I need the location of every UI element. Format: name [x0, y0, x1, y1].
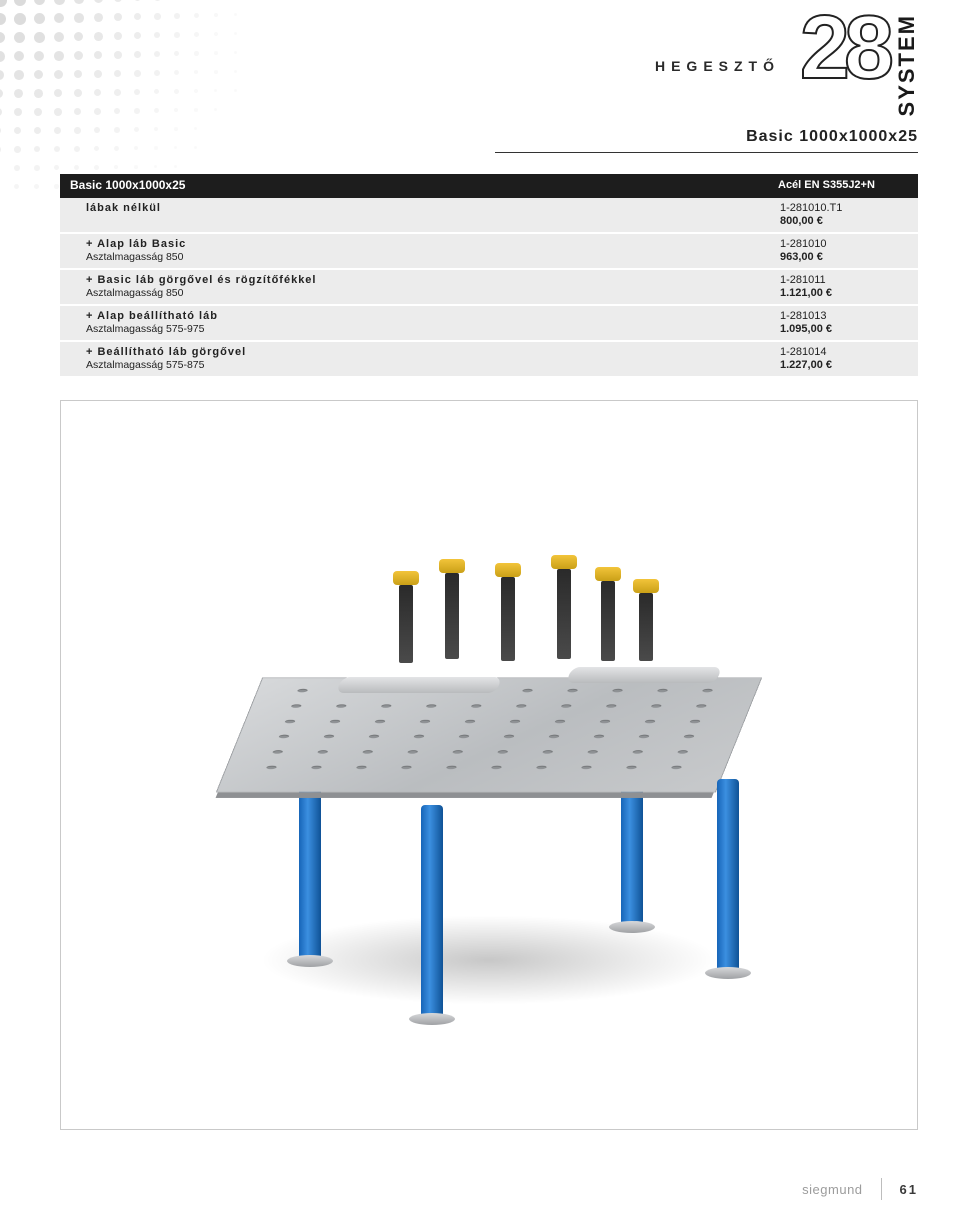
- row-code: 1-281014: [780, 346, 906, 358]
- pricing-table: Basic 1000x1000x25 Acél EN S355J2+N lába…: [60, 174, 918, 376]
- row-main: + Beállítható láb görgővel: [86, 346, 752, 358]
- row-sub: Asztalmagasság 850: [86, 287, 752, 299]
- footer-page-number: 61: [900, 1182, 918, 1197]
- row-main: + Alap beállítható láb: [86, 310, 752, 322]
- row-code: 1-281010: [780, 238, 906, 250]
- table-header-row: Basic 1000x1000x25 Acél EN S355J2+N: [60, 174, 918, 198]
- footer-divider: [881, 1178, 882, 1200]
- row-main: lábak nélkül: [86, 202, 752, 214]
- row-code: 1-281011: [780, 274, 906, 286]
- row-code: 1-281010.T1: [780, 202, 906, 214]
- heading-label: HEGESZTŐ: [655, 58, 780, 74]
- table-row: + Alap láb Basic Asztalmagasság 850 1-28…: [60, 232, 918, 268]
- row-price: 1.227,00 €: [780, 359, 906, 371]
- row-sub: Asztalmagasság 575-875: [86, 359, 752, 371]
- product-image-frame: [60, 400, 918, 1130]
- chapter-number: 28: [800, 8, 888, 89]
- row-sub: Asztalmagasság 575-975: [86, 323, 752, 335]
- row-price: 800,00 €: [780, 215, 906, 227]
- row-main: + Basic láb görgővel és rögzítőfékkel: [86, 274, 752, 286]
- product-title-row: Basic 1000x1000x25: [495, 128, 918, 153]
- row-sub: Asztalmagasság 850: [86, 251, 752, 263]
- table-header-right: Acél EN S355J2+N: [768, 174, 918, 197]
- table-row: + Basic láb görgővel és rögzítőfékkel As…: [60, 268, 918, 304]
- footer-brand: siegmund: [802, 1182, 862, 1197]
- page-header: HEGESZTŐ 28 SYSTEM: [40, 0, 960, 110]
- welding-table-illustration: [169, 485, 809, 1045]
- system-label: SYSTEM: [894, 14, 920, 116]
- row-main: + Alap láb Basic: [86, 238, 752, 250]
- row-price: 963,00 €: [780, 251, 906, 263]
- product-title: Basic 1000x1000x25: [746, 128, 918, 145]
- table-row: lábak nélkül 1-281010.T1 800,00 €: [60, 198, 918, 232]
- row-price: 1.121,00 €: [780, 287, 906, 299]
- table-header-left: Basic 1000x1000x25: [60, 174, 768, 197]
- page-footer: siegmund 61: [802, 1178, 918, 1200]
- table-row: + Alap beállítható láb Asztalmagasság 57…: [60, 304, 918, 340]
- table-row: + Beállítható láb görgővel Asztalmagassá…: [60, 340, 918, 376]
- row-price: 1.095,00 €: [780, 323, 906, 335]
- row-code: 1-281013: [780, 310, 906, 322]
